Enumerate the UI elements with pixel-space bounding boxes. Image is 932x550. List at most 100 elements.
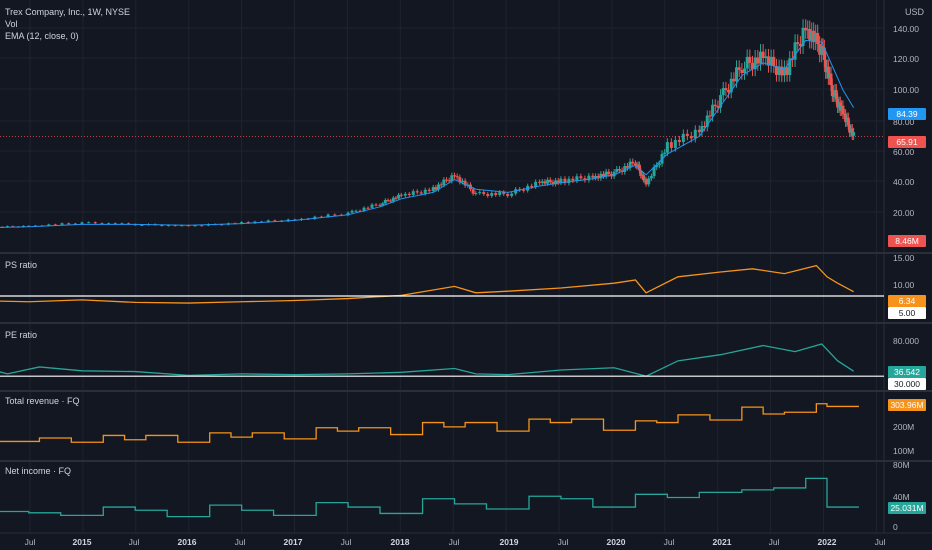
candle-body	[87, 222, 91, 224]
candle-body	[73, 223, 77, 225]
x-tick: Jul	[557, 537, 569, 547]
candle-body	[625, 166, 629, 168]
x-tick: 2022	[817, 537, 837, 547]
candle-body	[617, 168, 621, 171]
candle-body	[160, 225, 164, 226]
candle-body	[846, 117, 850, 126]
candle-body	[587, 175, 591, 181]
legend-volume: Vol	[5, 19, 18, 29]
candle-body	[575, 176, 579, 181]
candle-body	[655, 165, 659, 168]
y-tick: 0	[893, 522, 898, 532]
candle-body	[490, 193, 494, 196]
candle-body	[482, 192, 486, 194]
candle-body	[439, 184, 443, 186]
candle-body	[120, 223, 124, 225]
candle-body	[677, 140, 681, 143]
candle-body	[366, 207, 370, 209]
candle-body	[514, 189, 518, 194]
candle-body	[716, 106, 720, 108]
revenue-badge: 303.96M	[888, 399, 926, 411]
candle-body	[652, 167, 656, 177]
candle-body	[788, 58, 792, 75]
candle-body	[607, 171, 611, 174]
candle-body	[407, 193, 411, 195]
y-tick: 80.00	[893, 117, 915, 127]
volume-badge: 8.46M	[888, 235, 926, 247]
candle-body	[665, 142, 669, 153]
candle-body	[399, 194, 403, 196]
candle-body	[273, 220, 277, 222]
candle-body	[506, 194, 510, 196]
y-tick: 10.00	[893, 280, 915, 290]
last-price-badge: 65.91	[888, 136, 926, 148]
x-tick: 2020	[606, 537, 626, 547]
revenue-line	[0, 403, 859, 443]
candle-body	[478, 192, 482, 194]
candle-body	[820, 46, 824, 55]
pe-threshold-badge: 30.000	[888, 378, 926, 390]
candle-body	[423, 189, 427, 194]
x-tick: 2015	[72, 537, 92, 547]
candle-body	[766, 56, 770, 66]
candle-body	[727, 90, 731, 93]
x-tick: Jul	[874, 537, 886, 547]
candle-body	[498, 192, 502, 195]
candle-body	[60, 223, 64, 225]
candle-body	[415, 191, 419, 193]
pe-ratio-line	[0, 343, 854, 377]
candle-body	[628, 161, 632, 168]
candle-body	[812, 30, 816, 43]
candle-body	[693, 129, 697, 139]
candle-body	[127, 223, 131, 225]
candle-body	[246, 222, 250, 224]
candle-body	[240, 222, 244, 224]
candle-body	[633, 163, 637, 166]
candle-body	[834, 90, 838, 99]
pe-ratio-badge: 36.542	[888, 366, 926, 378]
candle-body	[772, 56, 776, 66]
candle-body	[326, 214, 330, 217]
candle-body	[427, 189, 431, 192]
candle-body	[362, 207, 366, 211]
candle-body	[583, 178, 587, 181]
candle-body	[594, 176, 598, 178]
candle-body	[637, 164, 641, 171]
candle-body	[450, 175, 454, 181]
candle-body	[455, 176, 459, 178]
candle-body	[785, 67, 789, 75]
candle-body	[810, 30, 814, 41]
candle-body	[494, 193, 498, 195]
candle-body	[737, 67, 741, 70]
x-tick: 2016	[177, 537, 197, 547]
candle-body	[591, 175, 595, 178]
candle-body	[663, 152, 667, 154]
y-tick: 40.00	[893, 177, 915, 187]
candle-body	[486, 194, 490, 196]
candle-body	[708, 115, 712, 117]
candle-body	[719, 95, 723, 108]
candle-body	[711, 104, 715, 117]
candle-body	[100, 223, 104, 225]
candle-body	[639, 170, 643, 176]
x-tick: Jul	[340, 537, 352, 547]
candle-body	[852, 132, 856, 136]
candle-body	[166, 225, 170, 227]
y-tick: 40M	[893, 492, 910, 502]
candle-body	[140, 224, 144, 226]
candle-body	[697, 129, 701, 133]
candle-body	[266, 220, 270, 223]
candle-body	[830, 85, 834, 97]
candle-body	[599, 173, 603, 179]
candle-body	[782, 67, 786, 76]
y-tick: 200M	[893, 422, 915, 432]
candle-body	[354, 210, 358, 212]
candle-body	[173, 225, 177, 227]
x-tick: Jul	[128, 537, 140, 547]
candle-body	[180, 225, 184, 227]
ps-ratio-line	[0, 264, 854, 304]
candle-body	[540, 181, 544, 183]
y-tick: 100.00	[893, 85, 919, 95]
ema-line	[0, 39, 855, 228]
